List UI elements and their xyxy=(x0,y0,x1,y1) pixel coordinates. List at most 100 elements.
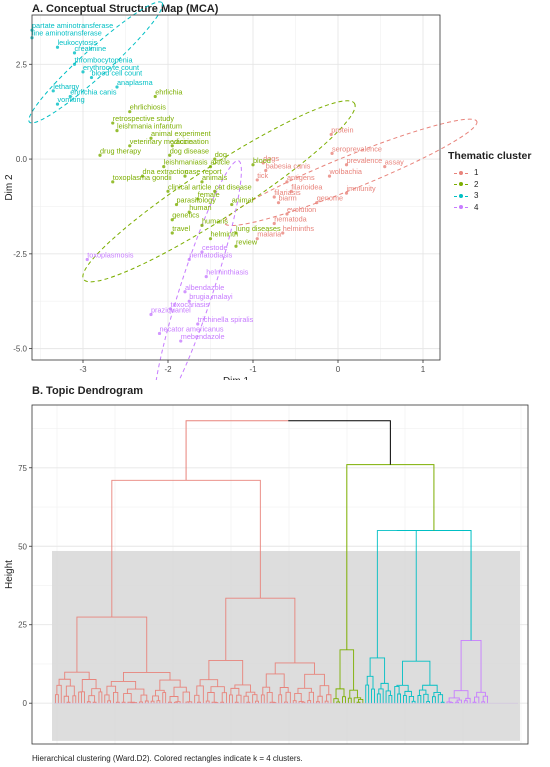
data-point xyxy=(276,201,281,205)
point-label: anaplasma xyxy=(117,78,154,87)
data-point xyxy=(230,202,234,207)
cluster-1-branch xyxy=(86,701,91,704)
data-point xyxy=(128,144,132,148)
point-label: erythrocyte count xyxy=(83,63,139,72)
merge-1-top-right xyxy=(288,420,391,465)
data-point xyxy=(55,45,60,49)
data-point xyxy=(174,202,179,207)
point-label: genetics xyxy=(172,211,200,220)
data-point xyxy=(179,339,183,343)
data-point xyxy=(272,221,276,226)
cluster-3-branch xyxy=(423,693,429,704)
cluster-1-branch xyxy=(265,673,285,688)
y-tick-label: 0.0 xyxy=(16,155,28,164)
cluster-1-branch xyxy=(159,679,181,691)
cluster-1-branch xyxy=(162,692,167,704)
cluster-1-branch xyxy=(81,679,97,692)
legend-label: 3 xyxy=(474,191,479,201)
data-point xyxy=(208,237,213,241)
point-label: helminth xyxy=(211,230,239,239)
point-label: toxoplasmosis xyxy=(87,251,134,260)
cluster-4-branch xyxy=(449,701,454,704)
data-point xyxy=(170,218,174,222)
data-point xyxy=(289,189,293,193)
data-point xyxy=(329,132,333,137)
point-label: brugia malayi xyxy=(189,292,233,301)
cluster-1-branch xyxy=(92,701,97,704)
point-label: tick xyxy=(257,171,268,180)
cluster-1-branch xyxy=(292,700,297,704)
point-label: toxocariasis xyxy=(171,300,210,309)
data-point xyxy=(162,165,166,169)
cluster-1-branch xyxy=(139,701,143,704)
data-point xyxy=(140,174,145,178)
cluster-1-branch xyxy=(284,701,288,704)
data-point xyxy=(55,102,60,106)
point-label: animal experiment xyxy=(151,129,211,138)
cluster-1-branch xyxy=(107,700,111,704)
cluster-3-branch xyxy=(411,700,416,704)
legend-item: 2 xyxy=(448,179,531,191)
point-label: toxoplasma gondii xyxy=(113,173,172,182)
point-label: leishmaniasis xyxy=(164,158,208,167)
data-point xyxy=(264,168,268,173)
legend-label: 2 xyxy=(474,179,479,189)
cluster-1-branch xyxy=(76,616,148,673)
cluster-1-branch xyxy=(186,701,193,704)
legend-swatch xyxy=(454,203,468,211)
cluster-1-branch xyxy=(324,700,329,704)
data-point xyxy=(234,231,238,235)
data-point xyxy=(115,85,119,89)
cluster-2-branch xyxy=(333,698,339,704)
figure-caption: Hierarchical clustering (Ward.D2). Color… xyxy=(32,754,303,763)
cluster-1-branch xyxy=(260,694,265,704)
data-point xyxy=(213,157,217,161)
data-point xyxy=(85,257,89,262)
legend-item: 1 xyxy=(448,167,531,179)
point-label: cestode xyxy=(202,243,228,252)
cluster-2-branch xyxy=(335,688,345,699)
panel-a-title: A. Conceptual Structure Map (MCA) xyxy=(32,3,219,15)
point-label: leukocytosis xyxy=(58,38,98,47)
cluster-1-branch xyxy=(104,694,110,704)
cluster-1-branch xyxy=(308,691,314,704)
data-point xyxy=(383,165,387,169)
cluster-2-branch xyxy=(342,696,346,704)
cluster-3-branch xyxy=(371,688,375,704)
cluster-1-branch xyxy=(155,689,165,696)
cluster-1-branch xyxy=(297,687,312,694)
cluster-1-branch xyxy=(279,687,289,695)
cluster-3-branch xyxy=(432,696,436,704)
cluster-1-branch xyxy=(56,684,62,704)
data-point xyxy=(68,94,72,99)
cluster-ellipse-1 xyxy=(224,118,478,227)
cluster-1-branch xyxy=(326,694,332,704)
y-tick-label: 75 xyxy=(18,464,27,473)
data-point xyxy=(153,94,157,99)
data-point xyxy=(327,174,332,178)
point-label: drug therapy xyxy=(100,146,141,155)
point-label: malaria xyxy=(257,230,282,239)
point-label: nematodiasis xyxy=(189,251,232,260)
cluster-ellipse-4 xyxy=(153,160,242,380)
data-point xyxy=(183,174,187,178)
point-label: creatinine xyxy=(75,44,107,53)
point-label: immunity xyxy=(347,184,377,193)
point-label: veterinary medicine xyxy=(130,137,193,146)
point-label: ehrlichia canis xyxy=(70,88,117,97)
merge-2-34 xyxy=(346,464,435,650)
point-label: praziquantel xyxy=(151,306,191,315)
point-label: antigens xyxy=(287,173,315,182)
data-point xyxy=(285,180,289,184)
point-label: blood cell count xyxy=(92,69,143,78)
point-label: partate aminotransferase xyxy=(32,21,113,30)
data-point xyxy=(330,151,334,155)
x-tick-label: -3 xyxy=(79,365,87,374)
point-label: biarm xyxy=(279,194,297,203)
data-point xyxy=(170,144,174,148)
cluster-1-branch xyxy=(262,686,271,695)
legend-label: 1 xyxy=(474,168,479,178)
data-point xyxy=(183,290,187,294)
cluster-1-branch xyxy=(182,691,191,704)
point-label: cat disease xyxy=(215,182,252,191)
